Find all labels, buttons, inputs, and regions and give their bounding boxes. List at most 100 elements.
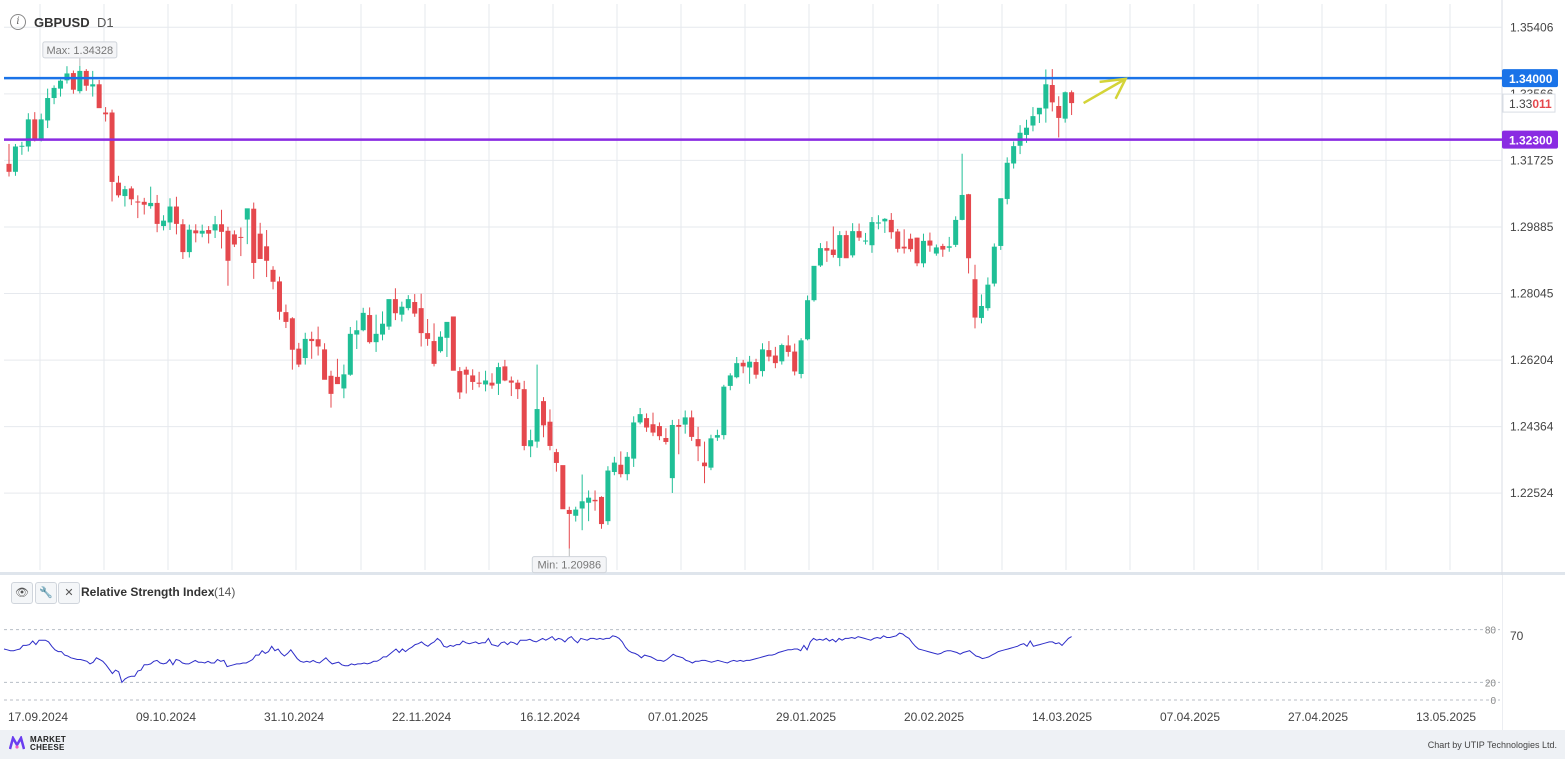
candle (289, 318, 295, 350)
candle (779, 345, 785, 362)
candle (38, 119, 44, 140)
wrench-icon[interactable]: 🔧 (35, 582, 57, 604)
candle (856, 231, 862, 238)
candle (502, 366, 508, 381)
candle (708, 438, 714, 468)
candle (418, 308, 424, 334)
candle (96, 84, 102, 109)
candle (515, 382, 521, 390)
candle (354, 330, 360, 335)
candle (103, 112, 109, 115)
eye-icon[interactable]: 👁 (11, 582, 33, 604)
candle (45, 98, 51, 121)
candle (592, 499, 598, 502)
candle (940, 245, 946, 250)
candle (740, 362, 746, 367)
rsi-panel (0, 575, 1502, 710)
candle (843, 235, 849, 259)
candle (682, 417, 688, 425)
brand-line-1: MARKET (30, 735, 67, 744)
candle (598, 496, 604, 525)
candle (792, 351, 798, 372)
candle (579, 501, 585, 509)
current-price-label: 1.33011 (1509, 97, 1552, 111)
footer-bar (0, 730, 1565, 759)
candle (721, 386, 727, 436)
candle (12, 146, 18, 172)
candle (444, 321, 450, 338)
max-price-label: Max: 1.34328 (47, 45, 114, 57)
candle (122, 189, 128, 197)
time-axis-label: 14.03.2025 (1032, 710, 1092, 724)
candle (850, 231, 856, 256)
trend-arrow-head (1099, 77, 1128, 100)
rsi-current-value: 70 (1510, 629, 1524, 643)
candle (238, 236, 244, 238)
candle (115, 182, 121, 196)
info-icon[interactable]: i (10, 14, 26, 30)
candle (135, 201, 141, 203)
price-tick-label: 1.26204 (1510, 353, 1554, 367)
candle (148, 202, 154, 207)
candle (953, 219, 959, 245)
candle (798, 340, 804, 374)
candle (283, 312, 289, 322)
candle (888, 219, 894, 233)
candle (689, 417, 695, 437)
candle (618, 464, 624, 475)
candle (534, 409, 540, 442)
candle (483, 380, 489, 385)
price-tick-label: 1.31725 (1510, 153, 1554, 167)
rsi-level-label: 20 (1485, 678, 1497, 689)
candle (605, 470, 611, 522)
candle (637, 414, 643, 423)
candle (70, 73, 76, 90)
candle (431, 341, 437, 364)
candle (199, 230, 205, 234)
rsi-line (3, 632, 1072, 684)
support-price-label: 1.32300 (1509, 134, 1553, 148)
support-price-tag (1502, 130, 1558, 149)
price-tick-label: 1.35406 (1510, 20, 1554, 34)
candle (360, 312, 366, 331)
candle (225, 230, 231, 261)
candle (141, 201, 147, 205)
candle (412, 302, 418, 314)
candle (805, 300, 811, 340)
candle (901, 246, 907, 249)
current-price-tag (1502, 93, 1556, 113)
candle (837, 235, 843, 258)
candle (380, 323, 386, 335)
candle (270, 269, 276, 282)
candle (869, 222, 875, 246)
candle (206, 230, 212, 234)
candle (425, 333, 431, 339)
time-axis (0, 705, 1502, 730)
candle (109, 112, 115, 182)
candle (759, 349, 765, 372)
candle (1036, 107, 1042, 115)
min-price-label: Min: 1.20986 (537, 560, 601, 572)
candle (1062, 92, 1068, 119)
candle (920, 240, 926, 264)
candle (173, 206, 179, 224)
candle (553, 452, 559, 463)
candle (811, 265, 817, 301)
candle (457, 371, 463, 393)
candle (450, 316, 456, 371)
candle (495, 367, 501, 384)
candle (650, 424, 656, 433)
close-icon[interactable]: ✕ (58, 582, 80, 604)
candle (476, 382, 482, 384)
candle (914, 237, 920, 264)
candle (257, 233, 263, 259)
candle (586, 497, 592, 503)
candle (437, 336, 443, 352)
candle (6, 163, 12, 172)
candle (998, 198, 1004, 246)
candle (644, 418, 650, 428)
candle (566, 509, 572, 514)
price-tick-label: 1.28045 (1510, 287, 1554, 301)
candle (180, 224, 186, 253)
